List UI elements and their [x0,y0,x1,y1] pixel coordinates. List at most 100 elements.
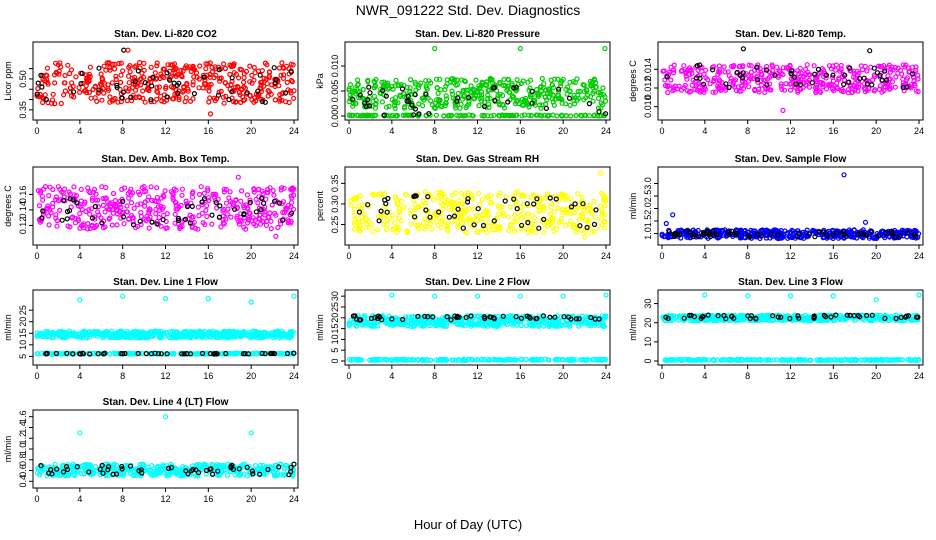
outlier-point [581,234,588,240]
data-point [61,186,68,192]
data-point [769,62,775,68]
data-point [127,189,133,195]
data-point [521,213,528,220]
data-point [746,229,752,236]
data-point [190,82,196,88]
data-point [199,202,205,208]
data-point [668,64,674,70]
data-point [560,207,566,213]
data-point [525,220,531,226]
data-point [135,189,141,195]
data-point [486,104,492,111]
data-point [587,94,594,100]
data-point [834,85,841,92]
data-point [600,85,606,91]
data-point [88,206,95,212]
data-point [138,75,144,82]
data-point [408,207,414,213]
data-point [110,61,116,68]
data-point [358,94,364,101]
data-point [865,78,871,84]
data-point [229,200,235,206]
data-point [288,69,294,75]
data-point [716,67,723,73]
data-point [716,85,722,92]
data-point [92,83,99,89]
data-point [172,70,178,76]
data-point [253,222,259,229]
data-point [581,96,587,103]
data-point [583,228,589,235]
data-point [268,226,274,232]
data-point [90,86,96,93]
data-point [357,92,363,98]
data-point [481,103,487,109]
data-point [573,229,579,235]
data-point [583,88,590,94]
data-point [788,70,794,77]
data-point [34,91,40,97]
data-point [668,77,674,83]
data-point [700,81,707,87]
data-point [471,90,477,96]
data-point [392,219,398,226]
data-point [861,75,867,81]
data-point [179,186,185,192]
data-point [531,215,538,221]
data-point [247,63,253,69]
data-point [58,197,64,203]
data-point [709,64,716,70]
outlier-point [517,293,523,299]
data-point [541,216,547,222]
data-point [107,67,113,73]
x-tick-label: 0 [659,371,664,381]
data-point [199,199,205,205]
data-point [435,222,441,228]
data-point [694,87,700,93]
y-axis-label: ml/min [628,314,638,341]
data-point [37,91,43,98]
data-point [711,78,717,84]
data-point [449,112,455,119]
data-point [728,78,734,84]
data-point [728,63,735,70]
y-axis-label: degrees C [3,185,13,227]
y-tick-label: 0.010 [643,95,653,118]
x-tick-label: 12 [785,126,795,136]
data-point [476,92,482,99]
data-point [57,207,63,213]
y-tick-label: 0.014 [643,58,653,81]
data-point [355,82,361,88]
data-point [909,71,916,77]
data-point [507,204,513,210]
data-point [456,197,462,204]
data-point [519,96,526,102]
data-point [521,112,528,118]
data-point [148,184,154,190]
data-point [222,80,228,86]
data-point [416,111,422,117]
data-point [506,227,512,233]
data-point [444,226,450,232]
outlier-point [517,45,523,52]
data-point [364,216,370,222]
data-point [86,207,92,213]
data-point [540,323,547,329]
data-point [184,203,191,210]
data-point [551,209,557,215]
data-point [227,189,233,195]
data-point [495,92,501,99]
data-point [435,90,441,97]
data-point [101,63,107,69]
data-point [244,90,250,96]
y-tick-label: 0.35 [330,175,340,193]
outlier-point [77,297,83,303]
data-point [905,65,911,71]
data-point [401,204,407,210]
data-point [398,93,404,100]
data-points [660,292,922,363]
data-point [912,83,918,89]
data-point [85,185,91,191]
series-standards [350,84,609,118]
